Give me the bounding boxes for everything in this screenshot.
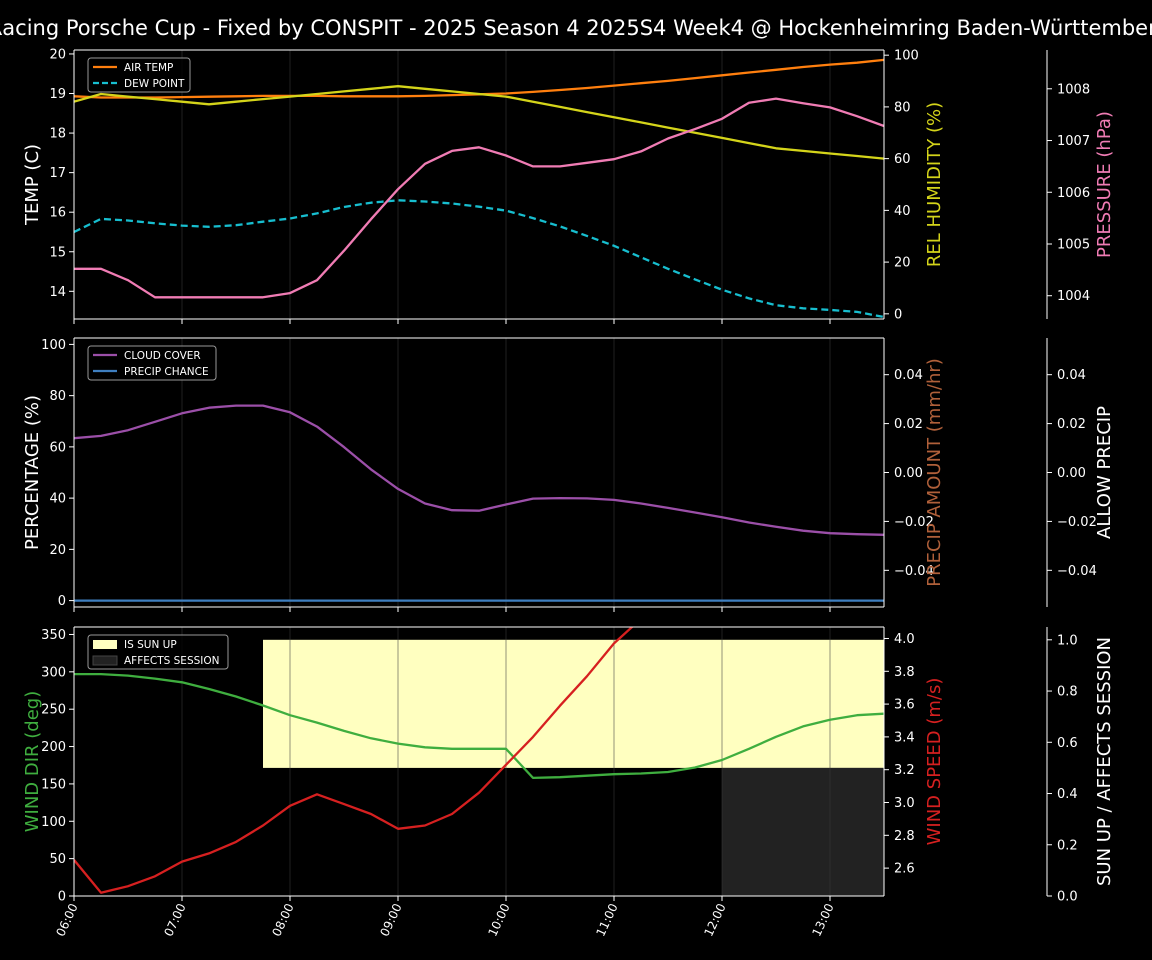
legend-box	[87, 634, 229, 670]
figure-title: iRacing Porsche Cup - Fixed by CONSPIT -…	[0, 16, 1152, 40]
legend-label: CLOUD COVER	[124, 350, 201, 362]
y2-tick-label: 2.8	[894, 829, 915, 844]
y3-tick-label: 1005	[1057, 237, 1090, 252]
y2-tick-label: 0.04	[894, 368, 923, 383]
series-dew-point	[74, 199, 884, 319]
legend-label: AIR TEMP	[124, 62, 173, 74]
legend: CLOUD COVER PRECIP CHANCE	[87, 345, 217, 381]
y3-tick-label: 0.4	[1057, 787, 1078, 802]
y-axis-label: TEMP (C)	[22, 144, 43, 226]
series-rel-humidity	[74, 85, 884, 160]
legend: IS SUN UP AFFECTS SESSION	[87, 634, 229, 670]
legend-label: PRECIP CHANCE	[124, 366, 209, 378]
y3-tick-label: 0.2	[1057, 838, 1078, 853]
y-tick-label: 250	[41, 703, 66, 718]
y2-axis-label: REL HUMIDITY (%)	[924, 102, 945, 267]
y2-tick-label: 20	[894, 256, 911, 271]
y3-axis-label: ALLOW PRECIP	[1094, 406, 1115, 539]
y-tick-label: 80	[49, 389, 66, 404]
y3-tick-label: 0.02	[1057, 417, 1086, 432]
y-tick-label: 0	[58, 890, 66, 905]
y3-tick-label: 0.04	[1057, 368, 1086, 383]
legend: AIR TEMP DEW POINT	[87, 57, 191, 93]
y-tick-label: 150	[41, 777, 66, 792]
series-cloud-cover	[74, 404, 884, 536]
y-tick-label: 0	[58, 594, 66, 609]
y-tick-label: 15	[49, 245, 66, 260]
y2-tick-label: 0	[894, 307, 902, 322]
legend-label: AFFECTS SESSION	[124, 655, 220, 667]
y3-tick-label: 1008	[1057, 82, 1090, 97]
chart-panel-3: 06:00 07:00 08:00 09:00 10:00 11:00 12:00 13:00…	[22, 626, 1115, 939]
y2-axis-label: WIND SPEED (m/s)	[924, 678, 945, 846]
y2-tick-label: 2.6	[894, 862, 915, 877]
y2-tick-label: 100	[894, 49, 919, 64]
affects-session-span	[722, 767, 884, 896]
legend-label: DEW POINT	[124, 78, 185, 90]
y3-tick-label: −0.02	[1057, 515, 1097, 530]
legend-swatch	[92, 655, 118, 666]
y-tick-label: 200	[41, 740, 66, 755]
sun-up-span	[263, 639, 884, 768]
series-wind-speed	[74, 627, 634, 894]
y2-tick-label: −0.04	[894, 564, 934, 579]
y-tick-label: 20	[49, 47, 66, 62]
y-tick-label: 18	[49, 127, 66, 142]
y3-axis-label: SUN UP / AFFECTS SESSION	[1094, 637, 1115, 886]
y2-axis-label: PRECIP AMOUNT (mm/hr)	[924, 358, 945, 587]
chart-panel-2: 0 20 40 60 80 100 −0.04 −0.02 0.00 0.02 0.04 −0.04 −…	[22, 337, 1115, 612]
y-axis-label: PERCENTAGE (%)	[22, 395, 43, 550]
y2-tick-label: 3.2	[894, 763, 915, 778]
y-tick-label: 100	[41, 815, 66, 830]
y2-tick-label: 40	[894, 204, 911, 219]
y-tick-label: 17	[49, 166, 66, 181]
y-tick-label: 50	[49, 852, 66, 867]
y2-tick-label: 0.00	[894, 466, 923, 481]
y2-tick-label: 60	[894, 152, 911, 167]
y3-tick-label: −0.04	[1057, 564, 1097, 579]
y-tick-label: 14	[49, 285, 66, 300]
y-tick-label: 19	[49, 87, 66, 102]
legend-label: IS SUN UP	[124, 639, 177, 651]
y-tick-label: 20	[49, 543, 66, 558]
y-tick-label: 100	[41, 338, 66, 353]
y3-tick-label: 1004	[1057, 289, 1090, 304]
y2-tick-label: 0.02	[894, 417, 923, 432]
series-pressure	[74, 97, 884, 299]
y3-tick-label: 1.0	[1057, 633, 1078, 648]
y2-tick-label: 4.0	[894, 632, 915, 647]
legend-swatch	[93, 640, 117, 649]
y3-tick-label: 1007	[1057, 134, 1090, 149]
chart-panel-1: 14 15 16 17 18 19 20 0 20 40 60 80 100 1004 1005 1006 10…	[22, 47, 1115, 324]
y3-tick-label: 0.00	[1057, 466, 1086, 481]
y2-tick-label: 3.8	[894, 665, 915, 680]
y-tick-label: 60	[49, 440, 66, 455]
y2-tick-label: −0.02	[894, 515, 934, 530]
y-axis-label: WIND DIR (deg)	[22, 691, 43, 833]
y-tick-label: 40	[49, 492, 66, 507]
y3-tick-label: 0.6	[1057, 736, 1078, 751]
y-tick-label: 16	[49, 206, 66, 221]
y3-tick-label: 0.0	[1057, 890, 1078, 905]
y2-tick-label: 80	[894, 100, 911, 115]
y3-axis-label: PRESSURE (hPa)	[1094, 111, 1115, 258]
y3-tick-label: 1006	[1057, 186, 1090, 201]
y2-tick-label: 3.0	[894, 796, 915, 811]
y-tick-label: 350	[41, 628, 66, 643]
y2-tick-label: 3.6	[894, 698, 915, 713]
y2-tick-label: 3.4	[894, 730, 915, 745]
y3-tick-label: 0.8	[1057, 685, 1078, 700]
series-wind-dir	[74, 672, 884, 780]
legend-box	[87, 345, 217, 381]
y-tick-label: 300	[41, 665, 66, 680]
